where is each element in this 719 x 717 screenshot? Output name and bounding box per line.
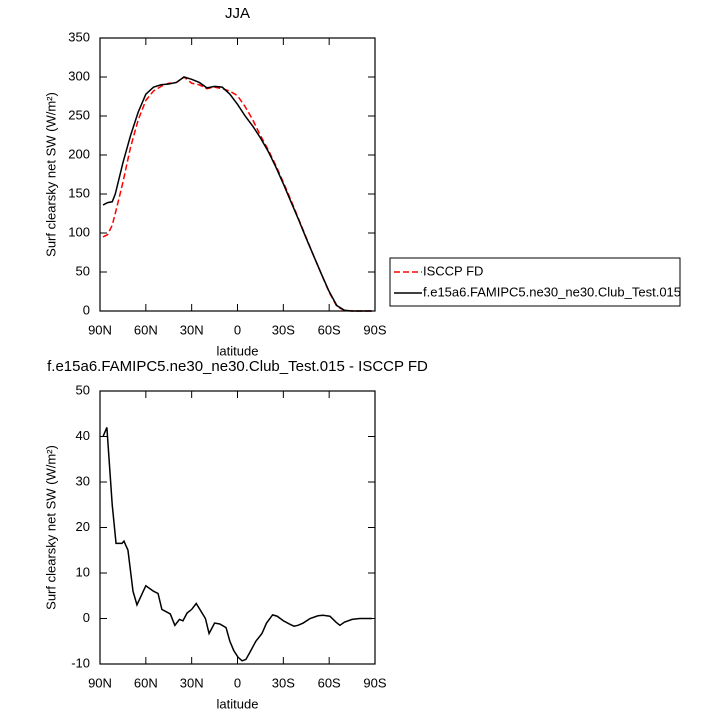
x-axis-label: latitude — [217, 343, 259, 358]
x-tick-label: 60N — [134, 675, 158, 690]
x-tick-label: 60S — [318, 675, 341, 690]
chart-title: f.e15a6.FAMIPC5.ne30_ne30.Club_Test.015 … — [47, 358, 428, 375]
y-tick-label: -10 — [71, 655, 90, 670]
x-tick-label: 30S — [272, 322, 295, 337]
x-tick-label: 30N — [180, 322, 204, 337]
x-tick-label: 30S — [272, 675, 295, 690]
y-tick-label: 250 — [68, 107, 90, 122]
x-tick-label: 30N — [180, 675, 204, 690]
y-axis-label: Surf clearsky net SW (W/m²) — [43, 445, 58, 610]
data-line — [102, 76, 372, 312]
legend-label: f.e15a6.FAMIPC5.ne30_ne30.Club_Test.015 — [423, 284, 681, 299]
y-axis-label: Surf clearsky net SW (W/m²) — [43, 92, 58, 257]
x-tick-label: 90N — [88, 675, 112, 690]
data-line — [102, 427, 372, 662]
y-tick-label: 50 — [76, 263, 90, 278]
legend-label: ISCCP FD — [423, 263, 483, 278]
x-tick-label: 90N — [88, 322, 112, 337]
y-tick-label: 200 — [68, 146, 90, 161]
y-tick-label: 150 — [68, 185, 90, 200]
y-tick-label: 100 — [68, 224, 90, 239]
x-tick-label: 60N — [134, 322, 158, 337]
y-tick-label: 30 — [76, 473, 90, 488]
legend-box — [389, 257, 681, 307]
y-tick-label: 0 — [83, 302, 90, 317]
x-tick-label: 60S — [318, 322, 341, 337]
plot-frame — [99, 390, 376, 665]
x-tick-label: 0 — [234, 322, 241, 337]
y-tick-label: 20 — [76, 519, 90, 534]
y-tick-label: 40 — [76, 428, 90, 443]
data-line — [102, 76, 372, 312]
y-tick-label: 300 — [68, 68, 90, 83]
y-tick-label: 0 — [83, 610, 90, 625]
y-tick-label: 50 — [76, 382, 90, 397]
x-tick-label: 90S — [363, 675, 386, 690]
chart-title: JJA — [225, 5, 250, 22]
x-tick-label: 90S — [363, 322, 386, 337]
y-tick-label: 10 — [76, 564, 90, 579]
x-axis-label: latitude — [217, 696, 259, 711]
y-tick-label: 350 — [68, 29, 90, 44]
x-tick-label: 0 — [234, 675, 241, 690]
plot-frame — [99, 37, 376, 312]
